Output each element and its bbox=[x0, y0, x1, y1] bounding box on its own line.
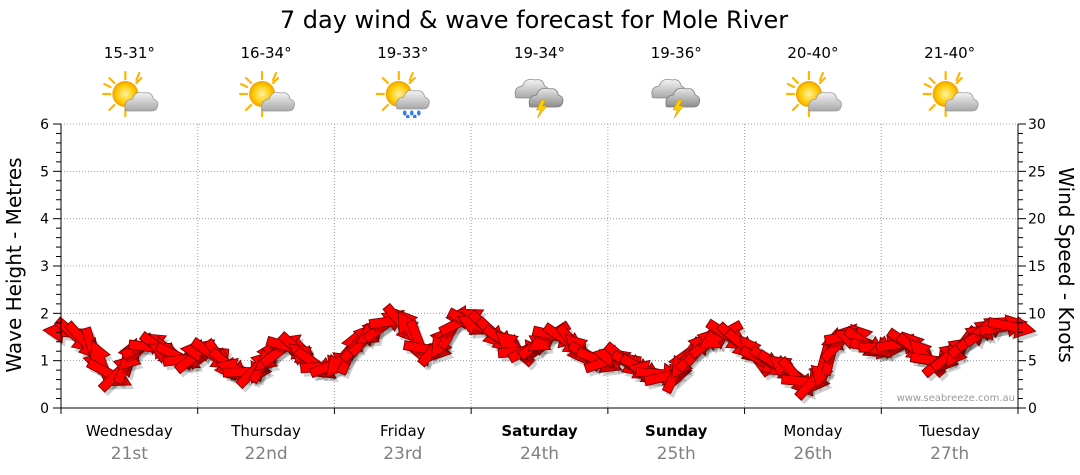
day-date: 27th bbox=[930, 444, 969, 464]
y-tick-right-label: 0 bbox=[1028, 401, 1037, 417]
day-name: Friday bbox=[380, 422, 426, 440]
day-temp: 16-34° bbox=[241, 44, 292, 62]
day-name: Saturday bbox=[501, 422, 578, 440]
partly-cloudy-sun-icon bbox=[238, 70, 296, 118]
day-temp: 19-33° bbox=[377, 44, 428, 62]
day-date: 25th bbox=[657, 444, 696, 464]
y-tick-left-label: 4 bbox=[40, 212, 49, 228]
day-headers: 15-31° 16-34° 19-33° 19-34° 19-36° 20-40° 21-4… bbox=[102, 44, 980, 118]
day-date: 21st bbox=[111, 444, 148, 464]
day-date: 24th bbox=[520, 444, 559, 464]
y-tick-right-label: 15 bbox=[1028, 259, 1046, 275]
y-tick-left-label: 5 bbox=[40, 164, 49, 180]
y-axis-left-label: Wave Height - Metres bbox=[2, 157, 26, 372]
y-tick-left-label: 6 bbox=[40, 117, 49, 133]
y-tick-left-label: 3 bbox=[40, 259, 49, 275]
day-name: Tuesday bbox=[918, 422, 980, 440]
day-labels: Wednesday 21st Thursday 22nd Friday 23rd Satur… bbox=[86, 422, 980, 464]
day-temp: 20-40° bbox=[787, 44, 838, 62]
y-tick-right-label: 25 bbox=[1028, 164, 1046, 180]
day-temp: 19-36° bbox=[651, 44, 702, 62]
wind-arrows bbox=[42, 302, 1039, 405]
y-tick-left-label: 2 bbox=[40, 306, 49, 322]
partly-cloudy-sun-icon bbox=[102, 70, 159, 118]
day-name: Wednesday bbox=[86, 422, 173, 440]
day-name: Sunday bbox=[645, 422, 708, 440]
y-tick-right-label: 10 bbox=[1028, 306, 1046, 322]
day-name: Monday bbox=[783, 422, 842, 440]
y-tick-right-label: 30 bbox=[1028, 117, 1046, 133]
y-tick-left-label: 1 bbox=[40, 354, 49, 370]
day-temp: 15-31° bbox=[104, 44, 155, 62]
chart-title: 7 day wind & wave forecast for Mole Rive… bbox=[280, 6, 788, 34]
day-date: 23rd bbox=[383, 444, 422, 464]
partly-cloudy-sun-icon bbox=[785, 70, 843, 118]
axes: 0 1 2 3 4 5 6 0 5 10 15 20 25 30 bbox=[40, 117, 1046, 417]
y-tick-right-label: 5 bbox=[1028, 354, 1037, 370]
day-date: 22nd bbox=[244, 444, 287, 464]
y-axis-right-label: Wind Speed - Knots bbox=[1054, 167, 1078, 363]
day-temp: 21-40° bbox=[924, 44, 975, 62]
partly-cloudy-sun-icon bbox=[922, 70, 980, 118]
day-temp: 19-34° bbox=[514, 44, 565, 62]
y-tick-left-label: 0 bbox=[40, 401, 49, 417]
day-date: 26th bbox=[793, 444, 832, 464]
thunderstorm-icon bbox=[514, 78, 564, 118]
wind-arrow bbox=[987, 315, 1037, 339]
day-name: Thursday bbox=[230, 422, 301, 440]
thunderstorm-icon bbox=[651, 78, 701, 118]
sun-cloud-rain-icon bbox=[375, 70, 431, 118]
y-tick-right-label: 20 bbox=[1028, 212, 1046, 228]
watermark: www.seabreeze.com.au bbox=[897, 393, 1015, 404]
